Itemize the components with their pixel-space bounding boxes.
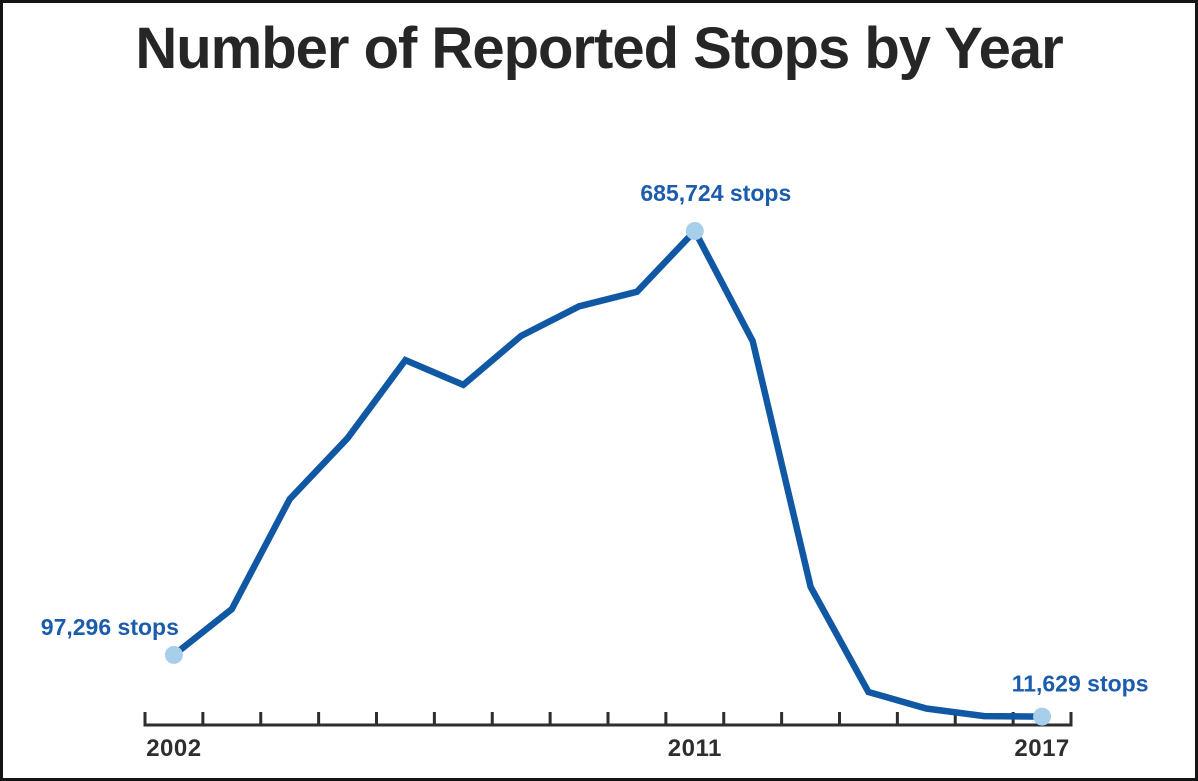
- annotation-2017: 11,629 stops: [1012, 671, 1149, 697]
- annotation-2011: 685,724 stops: [640, 180, 791, 206]
- data-point-marker-2017: [1033, 707, 1052, 726]
- annotation-2002: 97,296 stops: [41, 614, 179, 640]
- x-axis-label-2011: 2011: [668, 735, 722, 762]
- x-axis-label-2002: 2002: [146, 735, 201, 762]
- line-chart: 2002 2011 2017 97,296 stops 685,724 stops 11,…: [41, 180, 1149, 762]
- data-point-marker-2002: [164, 645, 183, 664]
- stops-line: [170, 225, 1046, 720]
- x-axis-label-2017: 2017: [1014, 735, 1069, 762]
- chart-title: Number of Reported Stops by Year: [135, 16, 1063, 81]
- data-point-marker-2011: [685, 222, 704, 240]
